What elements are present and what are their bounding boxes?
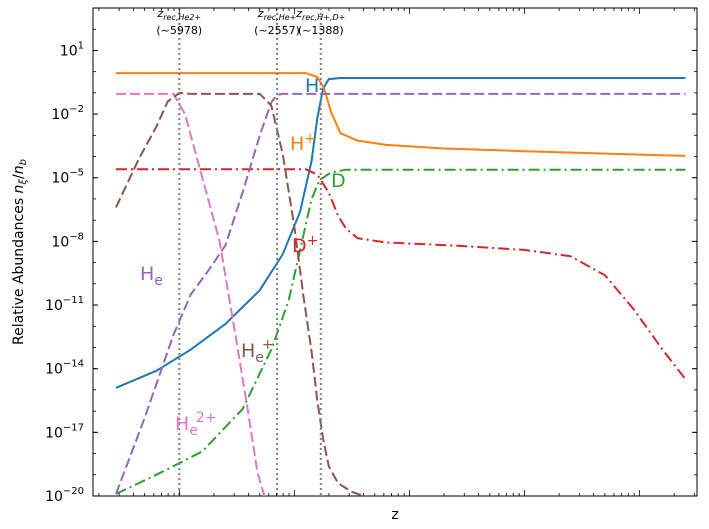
- series-label: He: [140, 263, 163, 289]
- series-label: H+: [290, 131, 316, 155]
- axes-frame: [92, 7, 698, 497]
- recombination-label: zrec,He2+: [156, 7, 201, 22]
- y-tick-label: 10−2: [51, 104, 84, 123]
- recombination-markers: zrec,He2+ (~5978) zrec,He+ (~2557) zrec,H+,D…: [156, 7, 345, 496]
- axes: 101 10−2 10−5 10−8 10−11 10−14 10−17 10−20 z Rela…: [11, 7, 697, 523]
- recombination-value: (~5978): [156, 24, 202, 37]
- series-line-h-plus: [116, 72, 686, 157]
- series-group: [115, 72, 687, 496]
- y-tick-label: 101: [60, 40, 84, 59]
- series-line-he: [115, 92, 686, 495]
- plot-area: [92, 7, 698, 497]
- y-tick-label: 10−8: [51, 231, 84, 250]
- y-tick-label: 10−17: [45, 422, 84, 441]
- recombination-value: (~1388): [298, 24, 344, 37]
- series-line-h: [115, 77, 686, 389]
- y-tick-label: 10−14: [45, 359, 84, 378]
- series-labels: H H+ D D+ He He2+ He+: [140, 75, 346, 439]
- series-label: He+: [241, 337, 274, 366]
- series-label: H: [305, 75, 319, 97]
- series-line-he2plus: [116, 92, 266, 496]
- series-label: D+: [292, 233, 318, 257]
- series-line-he-plus: [115, 91, 367, 496]
- series-label: D: [331, 170, 346, 192]
- recombination-label: zrec,H+,D+: [295, 7, 345, 22]
- series-line-d-plus: [116, 168, 687, 380]
- y-tick-label: 10−5: [51, 168, 84, 187]
- recombination-value: (~2557): [254, 24, 300, 37]
- x-axis-title: z: [391, 507, 398, 523]
- y-tick-label: 10−20: [45, 486, 84, 505]
- recombination-label: zrec,He+: [257, 7, 297, 22]
- y-axis-title: Relative Abundances nξ/nb: [11, 159, 29, 345]
- series-line-d: [115, 168, 686, 495]
- series-label: He2+: [175, 410, 217, 439]
- y-tick-label: 10−11: [45, 295, 84, 314]
